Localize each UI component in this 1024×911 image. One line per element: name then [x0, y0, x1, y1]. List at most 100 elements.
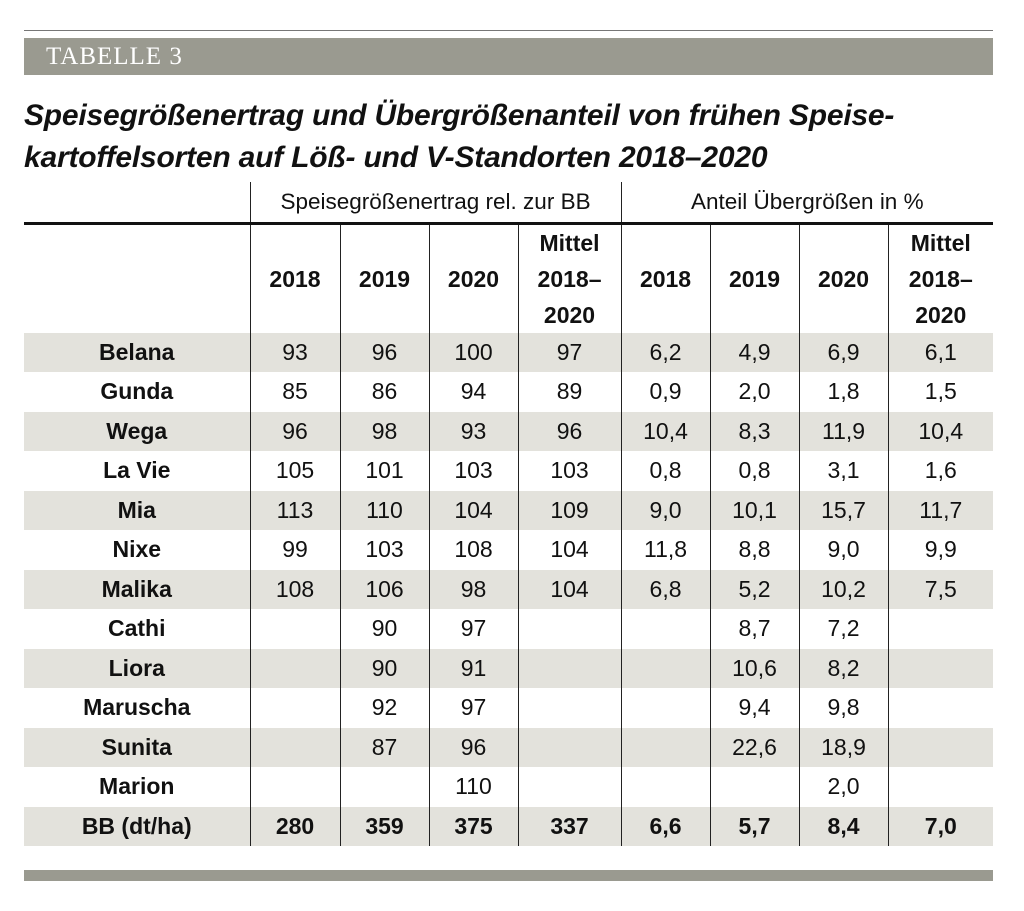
table-row: Maruscha 92 97 9,4 9,8 [24, 688, 994, 728]
table-cell: 10,4 [620, 411, 711, 451]
table-cell: 2,0 [798, 767, 889, 807]
table-cell: 85 [249, 372, 340, 412]
table-cell: 15,7 [798, 490, 889, 530]
table-cell: 96 [339, 332, 429, 372]
table-cell: 96 [249, 411, 340, 451]
table-cell: 98 [339, 411, 429, 451]
table-cell: 90 [339, 609, 429, 649]
table-cell: 9,9 [887, 530, 994, 570]
table-cell: 375 [428, 806, 518, 846]
table-cell: 98 [428, 569, 518, 609]
table-cell: 359 [339, 806, 429, 846]
table-cell [887, 688, 994, 728]
col-2018: 2018 [620, 223, 711, 333]
table-cell: 6,8 [620, 569, 711, 609]
table-cell: 0,9 [620, 372, 711, 412]
table-row: Nixe 99 103 108 104 11,8 8,8 9,0 9,9 [24, 530, 994, 570]
table-cell [620, 688, 711, 728]
table-cell [887, 648, 994, 688]
table-cell [249, 727, 340, 767]
table-cell: 7,5 [887, 569, 994, 609]
table-cell: 1,5 [887, 372, 994, 412]
table-cell: 7,0 [887, 806, 994, 846]
table-row: BB (dt/ha) 280 359 375 337 6,6 5,7 8,4 7,0 [24, 806, 994, 846]
table-cell: 3,1 [798, 451, 889, 491]
table-cell: 11,8 [620, 530, 711, 570]
col-mean: Mittel 2018– 2020 [887, 223, 994, 333]
table-cell: 99 [249, 530, 340, 570]
table-cell: 6,1 [887, 332, 994, 372]
table-row: Malika 108 106 98 104 6,8 5,2 10,2 7,5 [24, 569, 994, 609]
col-mean: Mittel 2018– 2020 [517, 223, 622, 333]
table-cell: 110 [339, 490, 429, 530]
table-cell: 18,9 [798, 727, 889, 767]
table-cell [249, 609, 340, 649]
table-cell [709, 767, 800, 807]
group-oversize-header: Anteil Übergrößen in % [620, 182, 994, 225]
table-cell: 1,8 [798, 372, 889, 412]
data-table: Speisegrößenertrag rel. zur BB Anteil Üb… [24, 182, 994, 846]
row-label: Belana [24, 332, 250, 372]
row-label: Malika [24, 569, 250, 609]
table-row: La Vie 105 101 103 103 0,8 0,8 3,1 1,6 [24, 451, 994, 491]
table-cell: 9,0 [798, 530, 889, 570]
table-cell: 4,9 [709, 332, 800, 372]
table-cell: 110 [428, 767, 518, 807]
table-cell: 1,6 [887, 451, 994, 491]
header-empty [24, 223, 250, 333]
table-cell: 7,2 [798, 609, 889, 649]
table-cell: 0,8 [709, 451, 800, 491]
row-label: Cathi [108, 615, 166, 642]
table-cell [887, 767, 994, 807]
row-label: Nixe [112, 536, 162, 563]
table-cell: 10,6 [709, 648, 800, 688]
col-mean-line2: 2018– [908, 265, 973, 292]
table-cell: 0,8 [620, 451, 711, 491]
table-cell: 22,6 [709, 727, 800, 767]
table-cell: 101 [339, 451, 429, 491]
table-cell: 6,2 [620, 332, 711, 372]
table-cell: 97 [428, 609, 518, 649]
table-cell: 87 [339, 727, 429, 767]
table-cell: 93 [249, 332, 340, 372]
col-2019: 2019 [709, 223, 800, 333]
table-row: Gunda 85 86 94 89 0,9 2,0 1,8 1,5 [24, 372, 994, 412]
table-cell: 8,8 [709, 530, 800, 570]
table-cell [517, 648, 622, 688]
table-cell: 8,3 [709, 411, 800, 451]
col-mean-line3: 2020 [915, 301, 967, 328]
table-cell: 90 [339, 648, 429, 688]
bottom-bar [24, 870, 993, 881]
table-cell: 2,0 [709, 372, 800, 412]
table-cell: 11,7 [887, 490, 994, 530]
row-label: Gunda [100, 378, 174, 405]
table-cell [339, 767, 429, 807]
row-label: Wega [24, 411, 250, 451]
table-row: Sunita 87 96 22,6 18,9 [24, 727, 994, 767]
top-rule [24, 30, 993, 31]
table-cell: 10,1 [709, 490, 800, 530]
table-cell: 6,6 [620, 806, 711, 846]
table-cell: 109 [517, 490, 622, 530]
table-cell: 91 [428, 648, 518, 688]
table-cell [249, 767, 340, 807]
table-cell: 103 [428, 451, 518, 491]
group-header-row: Speisegrößenertrag rel. zur BB Anteil Üb… [24, 182, 994, 225]
table-cell: 104 [517, 530, 622, 570]
table-cell: 113 [249, 490, 340, 530]
table-cell [517, 609, 622, 649]
table-cell: 8,2 [798, 648, 889, 688]
table-cell: 103 [339, 530, 429, 570]
col-2018: 2018 [249, 223, 340, 333]
table-cell: 96 [428, 727, 518, 767]
table-cell [887, 727, 994, 767]
table-cell: 97 [428, 688, 518, 728]
table-cell [887, 609, 994, 649]
table-row: Belana 93 96 100 97 6,2 4,9 6,9 6,1 [24, 332, 994, 372]
table-cell: 8,4 [798, 806, 889, 846]
table-cell: 337 [517, 806, 622, 846]
table-cell: 9,0 [620, 490, 711, 530]
title-line-2: kartoffelsorten auf Löß- und V-Standorte… [24, 141, 768, 174]
table-row: Cathi 90 97 8,7 7,2 [24, 609, 994, 649]
table-cell: 11,9 [798, 411, 889, 451]
